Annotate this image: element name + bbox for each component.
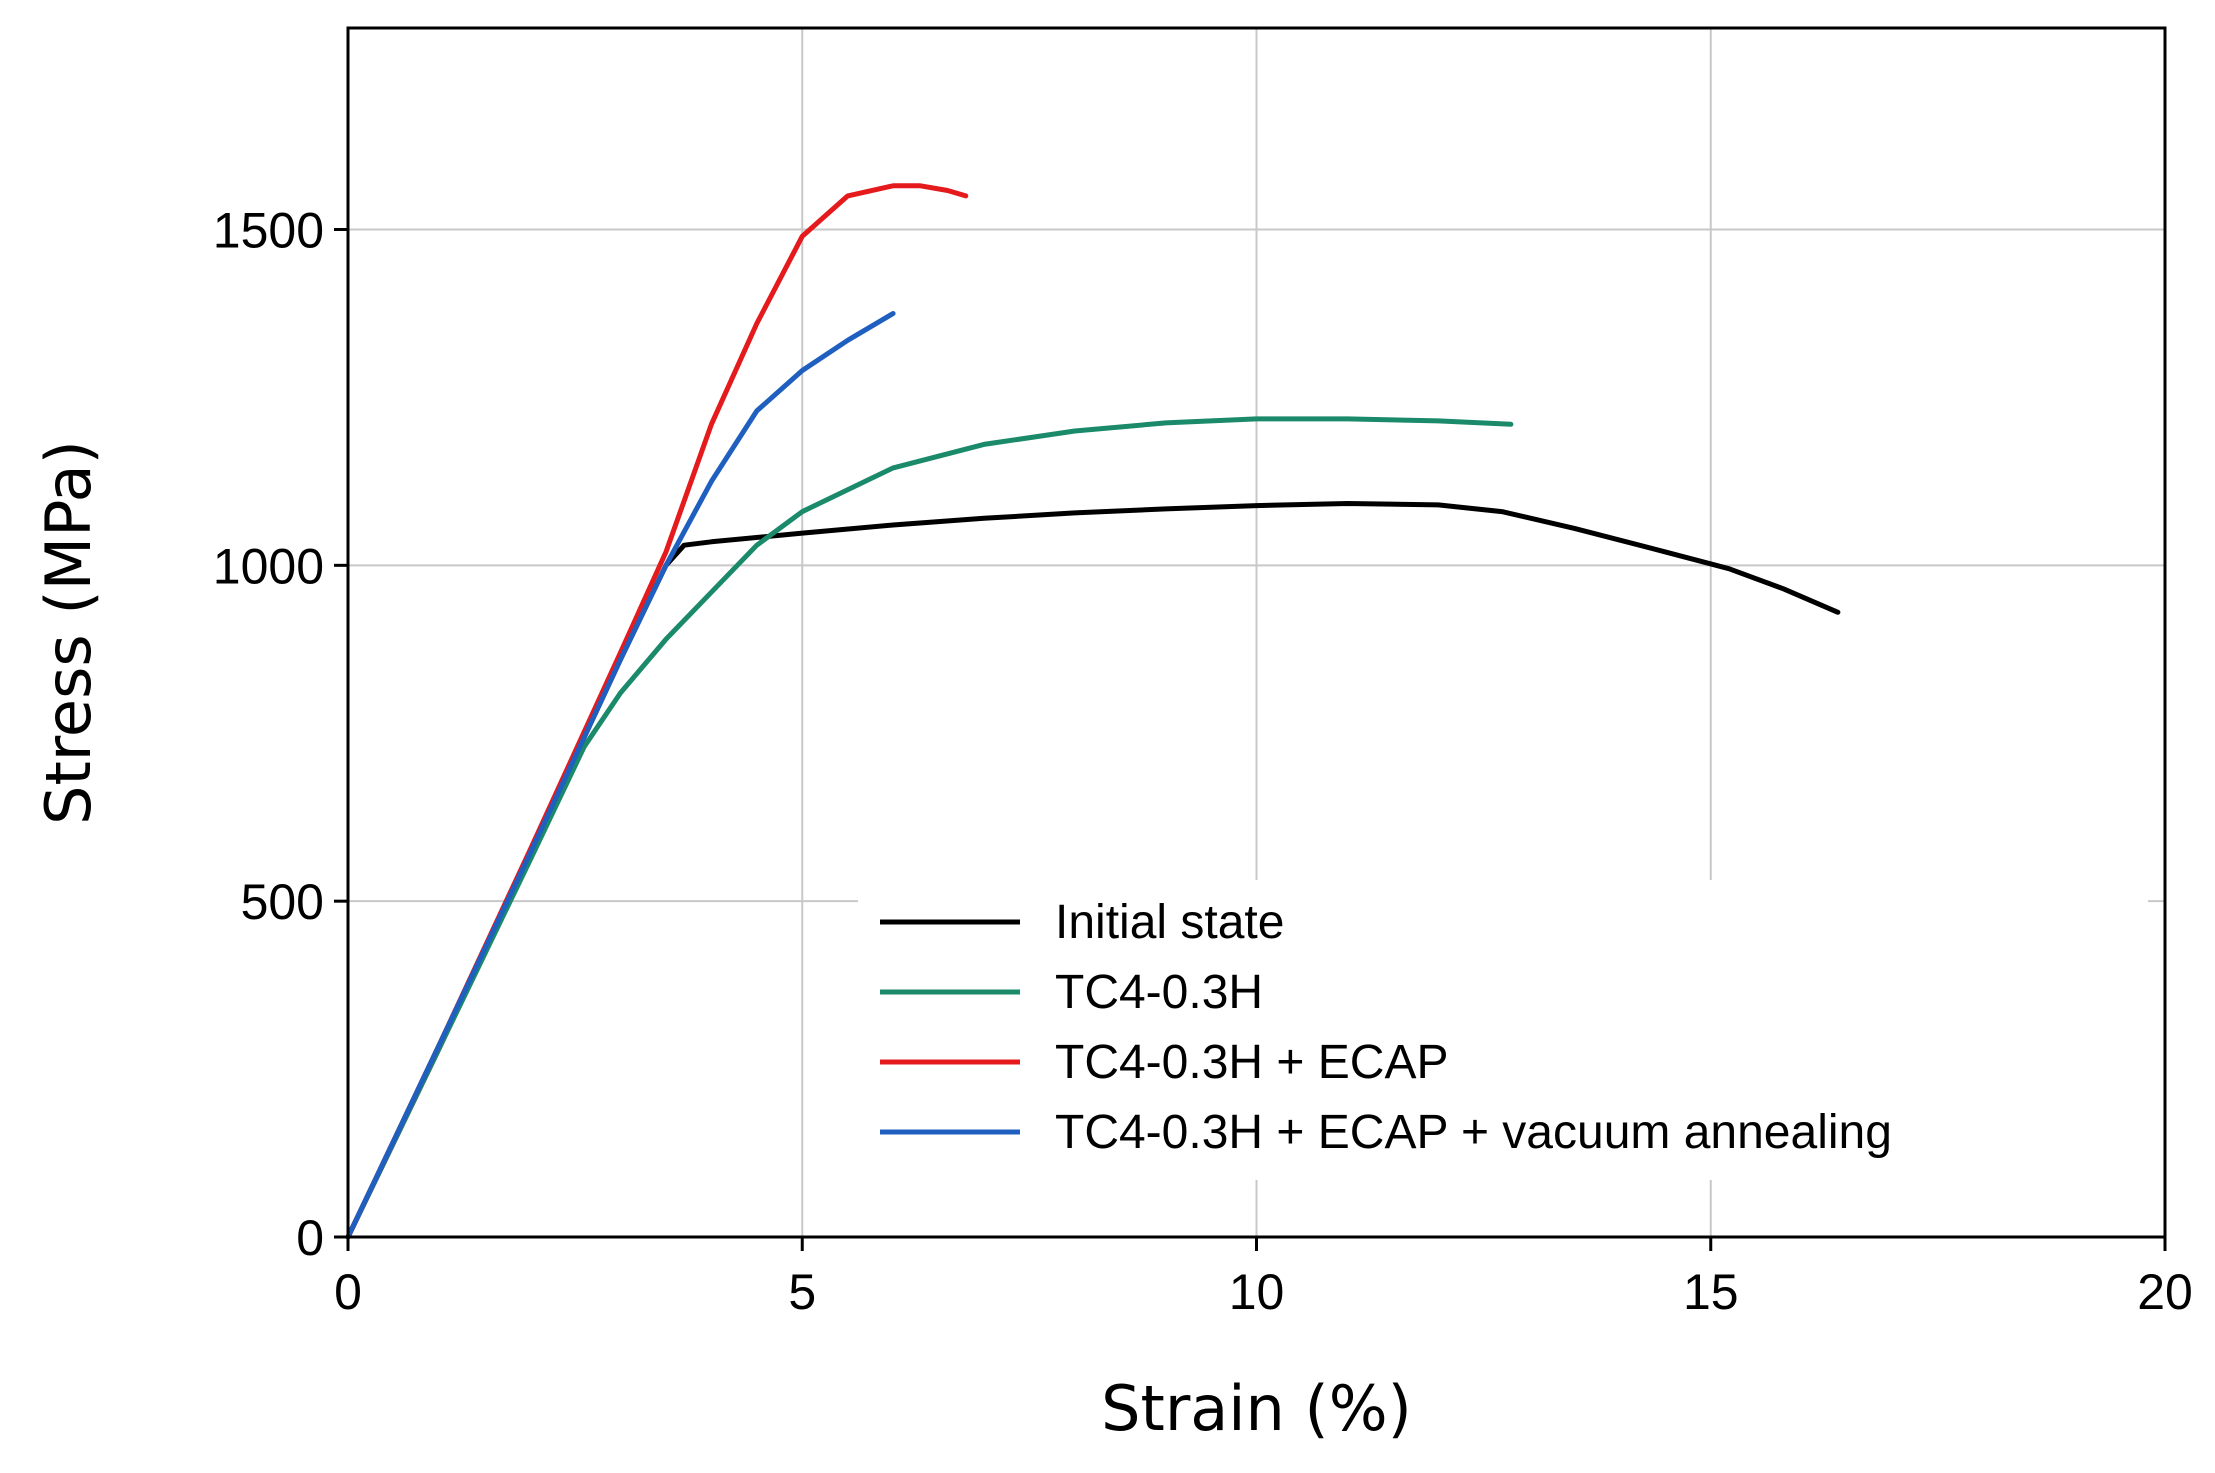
y-tick-label: 0 [296,1210,324,1266]
axis-ticks: 0 5 10 15 20 0 500 1000 1500 [213,203,2193,1321]
legend-label: TC4-0.3H + ECAP + vacuum annealing [1055,1106,1892,1159]
x-tick-label: 20 [2137,1264,2193,1320]
y-tick-label: 1500 [213,203,324,259]
series-layer [345,183,1841,1240]
legend-label: TC4-0.3H + ECAP [1055,1036,1448,1089]
legend-background [858,880,2148,1180]
legend: Initial state TC4-0.3H TC4-0.3H + ECAP TC4-… [858,880,2148,1180]
x-tick-label: 10 [1229,1264,1285,1320]
y-tick-label: 1000 [213,538,324,594]
series-line-2 [345,416,1514,1240]
series-line-4 [345,311,896,1240]
legend-label: TC4-0.3H [1055,966,1263,1019]
y-tick-label: 500 [241,874,324,930]
y-axis-title: Stress (MPa) [32,440,105,825]
x-axis-title: Strain (%) [1101,1372,1412,1445]
legend-label: Initial state [1055,896,1284,949]
x-tick-label: 5 [788,1264,816,1320]
x-tick-label: 15 [1683,1264,1739,1320]
x-tick-label: 0 [334,1264,362,1320]
